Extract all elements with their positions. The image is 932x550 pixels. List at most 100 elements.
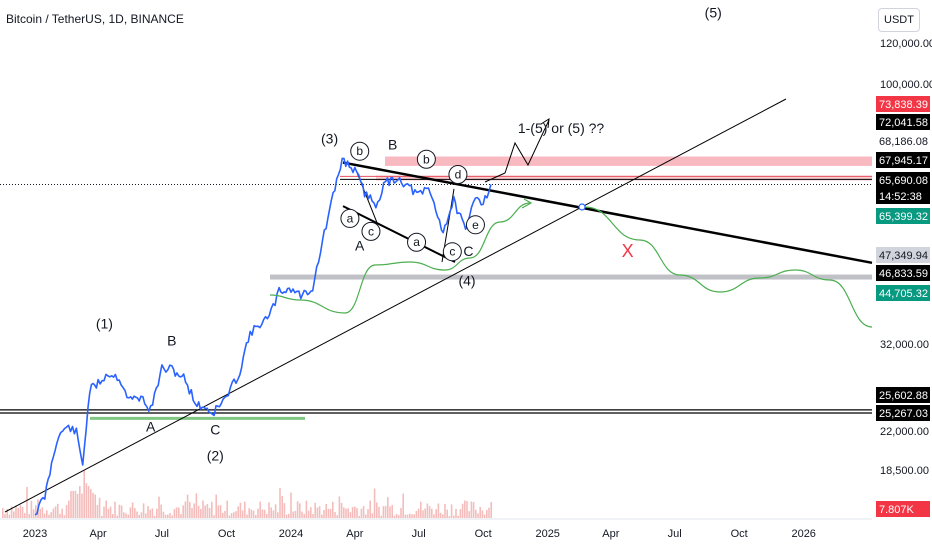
subwave-circle <box>442 242 462 262</box>
volume-bar <box>125 513 127 518</box>
volume-bar <box>54 506 57 518</box>
volume-bar <box>39 508 41 518</box>
volume-bar <box>24 513 26 518</box>
descending-trendline <box>342 161 873 265</box>
volume-bar <box>305 500 308 518</box>
price-label: 25,267.03 <box>879 408 928 420</box>
volume-bar <box>4 514 6 518</box>
currency-selector[interactable]: USDT <box>878 8 920 32</box>
time-tick-label: Jul <box>155 528 169 540</box>
volume-bar <box>459 509 462 518</box>
volume-bar <box>244 501 246 518</box>
volume-bar <box>483 514 486 518</box>
volume-bar <box>10 506 13 518</box>
volume-bar <box>422 510 424 518</box>
volume-bar <box>191 508 193 518</box>
price-label-bg <box>876 405 930 421</box>
volume-bar <box>400 508 402 518</box>
volume-bar <box>81 493 83 518</box>
volume-bar <box>118 504 121 518</box>
volume-bar <box>26 486 28 518</box>
volume-bar <box>378 506 380 518</box>
volume-bar <box>65 505 68 518</box>
volume-bar <box>96 505 99 518</box>
volume-bar <box>263 509 266 518</box>
volume-bar <box>169 513 171 518</box>
volume-bar <box>393 515 396 518</box>
time-tick-label: Jul <box>668 528 682 540</box>
time-tick-label: Oct <box>731 528 748 540</box>
volume-bar <box>395 514 398 518</box>
time-tick-label: Apr <box>346 528 363 540</box>
volume-bar <box>343 507 345 518</box>
volume-bar <box>257 508 259 518</box>
volume-bar <box>413 514 415 518</box>
volume-bar <box>316 507 319 518</box>
volume-bar <box>455 508 457 518</box>
subwave-label: b <box>423 152 430 166</box>
volume-bar <box>175 507 178 518</box>
price-label: 67,945.17 <box>879 155 928 167</box>
volume-bar <box>35 505 37 518</box>
volume-bar <box>248 508 250 518</box>
volume-bar <box>123 512 125 518</box>
volume-bar <box>226 500 228 518</box>
wave-label: (4) <box>458 272 475 288</box>
volume-bar <box>285 514 288 518</box>
volume-bar <box>461 503 464 518</box>
subwave-label: c <box>449 245 455 259</box>
intersection-marker <box>578 203 586 211</box>
volume-bar <box>41 507 44 518</box>
support-zone-44705 <box>270 274 872 280</box>
volume-bar <box>109 506 112 518</box>
volume-bar <box>171 515 173 518</box>
volume-bar <box>48 514 50 518</box>
price-label: 25,602.88 <box>879 390 928 402</box>
volume-bar <box>332 501 334 518</box>
volume-bar <box>98 497 101 518</box>
wave5-arrowhead <box>540 118 550 129</box>
volume-bar <box>433 514 435 518</box>
price-label-bg <box>876 96 930 112</box>
volume-bar <box>488 507 490 518</box>
volume-bar <box>288 513 290 518</box>
volume-bar <box>101 515 103 518</box>
volume-bar <box>206 503 209 518</box>
volume-bar <box>266 513 268 518</box>
volume-bars <box>2 470 492 518</box>
wave-label: 1-(5) or (5) ?? <box>518 120 605 136</box>
wave-label: (5) <box>705 5 722 21</box>
volume-bar <box>450 504 453 518</box>
volume-bar <box>189 501 191 518</box>
volume-bar <box>235 511 237 518</box>
volume-bar <box>213 515 215 518</box>
time-axis: 2023 Apr Jul Oct 2024 Apr Jul Oct 2025 Apr Jul Oct 2… <box>0 518 872 540</box>
volume-bar <box>127 514 129 518</box>
price-tick-label: 18,500.00 <box>880 465 929 477</box>
volume-bar <box>402 493 404 518</box>
subwave-circle <box>448 164 468 184</box>
volume-bar <box>479 506 481 518</box>
volume-bar <box>149 509 151 518</box>
price-label-bg <box>876 152 930 168</box>
volume-bar <box>103 506 105 518</box>
subwave-circle <box>407 232 427 252</box>
time-tick-label: Apr <box>602 528 619 540</box>
invalidation-mark: X <box>622 241 634 261</box>
volume-bar <box>180 514 182 518</box>
volume-bar <box>46 510 48 518</box>
volume-bar <box>274 504 277 518</box>
price-label: 14:52:38 <box>879 191 922 203</box>
volume-bar <box>2 508 4 518</box>
volume-bar <box>261 509 264 518</box>
price-label: 7.807K <box>879 504 915 516</box>
volume-bar <box>323 509 325 518</box>
subwave-label: e <box>472 218 479 232</box>
volume-bar <box>230 513 233 518</box>
volume-bar <box>329 508 332 518</box>
volume-bar <box>79 486 81 518</box>
volume-bar <box>83 470 85 518</box>
volume-bar <box>153 515 156 518</box>
volume-bar <box>57 503 59 518</box>
